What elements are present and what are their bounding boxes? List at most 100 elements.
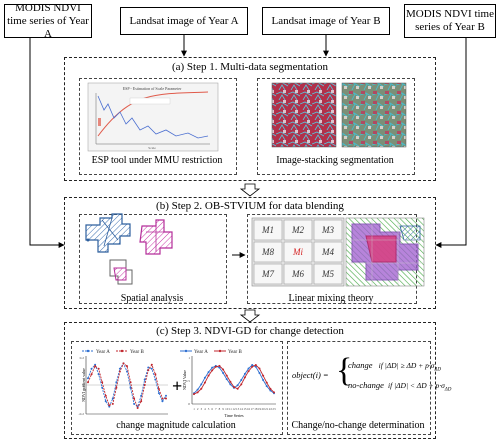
- series2-point-1-15: [247, 370, 250, 373]
- formula-cond1: if |ΔD| ≥ ΔD + p·σ: [378, 361, 435, 370]
- series1-point-0-4: [101, 386, 104, 389]
- series2-point-1-4: [207, 374, 210, 377]
- series1-point-1-22: [165, 397, 167, 400]
- series1-point-1-11: [126, 365, 128, 368]
- formula-nochange: no-change: [348, 380, 384, 390]
- grid-label-m7: M7: [261, 269, 274, 279]
- series1-point-0-11: [126, 370, 128, 373]
- series1-point-1-14: [136, 406, 139, 409]
- series1-point-0-16: [143, 378, 146, 381]
- series1-point-1-9: [118, 370, 121, 373]
- chart2-xtick-4: 4: [204, 407, 206, 411]
- series2-point-0-20: [265, 385, 268, 388]
- chart2-xtick-23: 23: [272, 407, 276, 411]
- step-arrow-1-2: [239, 183, 261, 197]
- chart1-legend-b: Year B: [130, 350, 144, 355]
- series1-point-1-17: [147, 369, 150, 372]
- arrow-modis-b: [435, 38, 467, 248]
- series1-point-1-3: [97, 367, 100, 370]
- segmentation-image-b: [341, 82, 407, 148]
- chart2-xtick-18: 18: [254, 407, 258, 411]
- step3-right-caption: Change/no-change determination: [291, 420, 425, 431]
- landsat-year-a-box: Landsat image of Year A: [120, 7, 248, 35]
- series2-point-1-6: [214, 365, 217, 368]
- series2-line-0: [193, 364, 275, 394]
- series2-point-0-2: [200, 383, 203, 386]
- series2-point-0-13: [240, 379, 243, 381]
- series2-point-1-0: [193, 393, 195, 396]
- chart2-xlabel: Time Series: [224, 413, 244, 418]
- chart2-xtick-13: 13: [236, 407, 240, 411]
- series2-point-1-19: [262, 374, 265, 377]
- series2-point-1-2: [200, 387, 203, 390]
- series1-point-0-5: [104, 400, 107, 403]
- chart2-xtick-6: 6: [211, 407, 213, 411]
- svg-text:0.5: 0.5: [186, 379, 191, 383]
- chart2-xtick-14: 14: [240, 407, 244, 411]
- series2-point-1-21: [269, 387, 272, 390]
- chart2-xtick-22: 22: [269, 407, 273, 411]
- chart2-xtick-12: 12: [232, 407, 236, 411]
- series2-point-1-11: [233, 386, 235, 389]
- series2-point-1-3: [203, 381, 206, 384]
- series1-point-1-0: [87, 381, 89, 384]
- formula-change: change: [348, 360, 373, 370]
- series1-point-0-21: [161, 400, 164, 403]
- series1-point-1-7: [111, 402, 114, 405]
- step1-right-caption: Image-stacking segmentation: [276, 155, 394, 166]
- series1-point-1-4: [101, 381, 104, 384]
- formula-sub1: ΔD: [434, 367, 442, 373]
- series1-point-0-13: [133, 402, 136, 405]
- modis-year-a-label: MODIS NDVI time series of Year A: [7, 1, 89, 40]
- step3-title: (c) Step 3. NDVI-GD for change detection: [156, 325, 344, 337]
- series2-point-1-17: [254, 364, 257, 367]
- step2-title: (b) Step 2. OB-STVIUM for data blending: [156, 200, 344, 212]
- series1-point-0-3: [97, 373, 100, 376]
- series1-point-0-0: [87, 377, 89, 380]
- svg-text:1: 1: [188, 356, 190, 360]
- esp-chart-title: ESP - Estimation of Scale Parameter: [123, 86, 182, 91]
- chart1-legend-a: Year A: [96, 350, 110, 355]
- chart2-legend-b: Year B: [228, 350, 242, 355]
- grid-label-m4: M4: [321, 247, 334, 257]
- series2-point-1-18: [258, 367, 261, 370]
- series1-point-0-20: [157, 392, 160, 395]
- series2-point-1-7: [218, 364, 221, 367]
- series2-point-1-9: [225, 374, 228, 377]
- grid-label-m8: M8: [261, 247, 274, 257]
- esp-chart-xlabel: Scale: [148, 146, 156, 150]
- series2-point-0-1: [196, 388, 199, 391]
- chart2-xtick-10: 10: [225, 407, 229, 411]
- series1-point-1-12: [129, 381, 132, 384]
- change-determination-panel: [287, 341, 431, 435]
- series1-point-1-5: [104, 394, 107, 397]
- series2-point-0-14: [243, 372, 246, 375]
- series1-point-0-15: [140, 394, 143, 397]
- step2-right-caption: Linear mixing theory: [288, 293, 374, 304]
- series1-line-1: [87, 362, 166, 410]
- series1-point-0-7: [111, 397, 114, 400]
- series2-point-0-10: [229, 383, 232, 386]
- step2-left-caption: Spatial analysis: [120, 293, 184, 304]
- chart2-xtick-15: 15: [243, 407, 247, 411]
- landsat-year-b-box: Landsat image of Year B: [262, 7, 390, 35]
- modis-year-b-box: MODIS NDVI time series of Year B: [404, 4, 496, 38]
- series2-point-0-5: [211, 366, 214, 369]
- chart2-xtick-16: 16: [247, 407, 251, 411]
- series1-point-0-18: [150, 367, 153, 370]
- modis-year-b-label: MODIS NDVI time series of Year B: [406, 8, 494, 33]
- series1-point-1-16: [143, 384, 146, 386]
- plus-sign: +: [172, 376, 182, 396]
- grid-label-m6: M6: [291, 269, 304, 279]
- series2-point-0-8: [222, 371, 225, 374]
- series2-point-1-20: [265, 381, 268, 384]
- landsat-year-b-label: Landsat image of Year B: [271, 14, 381, 27]
- svg-text:-0.2: -0.2: [78, 412, 84, 416]
- formula-cond2: if |ΔD| < ΔD + p·σ: [388, 381, 445, 390]
- formula-row-change: change if |ΔD| ≥ ΔD + p·σΔD: [348, 360, 441, 373]
- formula-brace: {: [336, 352, 353, 389]
